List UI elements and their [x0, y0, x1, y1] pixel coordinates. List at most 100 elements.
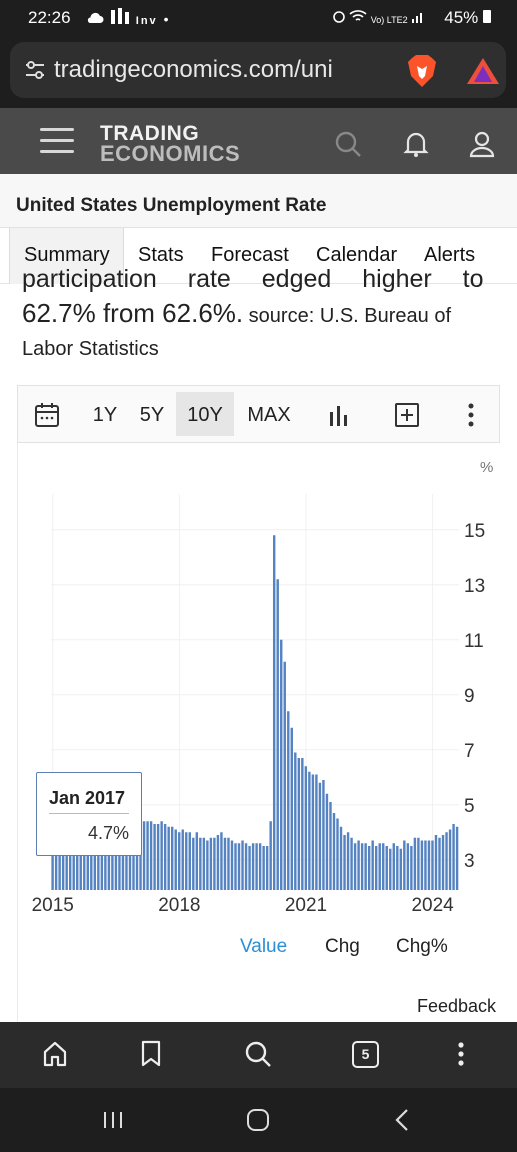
site-header: TRADING ECONOMICS [0, 108, 517, 174]
recents-icon[interactable] [102, 1110, 124, 1130]
chart-bar [346, 832, 350, 890]
bars-icon [110, 8, 129, 24]
chart-bar [301, 758, 304, 890]
home-button-icon[interactable] [246, 1108, 270, 1132]
site-logo[interactable]: TRADING ECONOMICS [100, 123, 241, 166]
tab-stats[interactable]: Stats [138, 244, 184, 266]
article-line2-main: 62.7% from 62.6%. [22, 298, 244, 328]
chart-bar [188, 832, 191, 890]
browser-toolbar: tradingeconomics.com/uni [0, 36, 517, 108]
page-title-bar: United States Unemployment Rate [0, 174, 517, 228]
network-label: Vo) LTE2 [370, 15, 408, 25]
url-text[interactable]: tradingeconomics.com/uni [54, 56, 333, 83]
mode-chg-pct[interactable]: Chg% [396, 936, 448, 957]
tooltip-divider [49, 813, 129, 814]
chart-bar [216, 835, 220, 890]
chart-bar [276, 579, 279, 890]
chart-bar [455, 826, 459, 890]
chart-bar [178, 832, 181, 890]
y-tick-label: 5 [464, 796, 475, 817]
chart-bar [329, 802, 332, 890]
chart-toolbar: 1Y 5Y 10Y MAX [17, 385, 500, 443]
hamburger-menu-icon[interactable] [40, 128, 74, 156]
tab-calendar[interactable]: Calendar [316, 244, 398, 266]
article-text: participation rate edged higher to 62.7%… [22, 268, 500, 368]
signal-icon [412, 13, 422, 23]
inv-label: Inv [135, 15, 158, 27]
range-10y[interactable]: 10Y [176, 392, 234, 436]
user-icon[interactable] [468, 130, 496, 158]
tooltip-date: Jan 2017 [49, 788, 126, 808]
chart-bar [382, 843, 385, 890]
chart-bar [410, 846, 413, 890]
chart-bar [353, 843, 357, 890]
y-tick-label: 9 [464, 686, 475, 707]
chart-bar [336, 818, 339, 890]
brave-rewards-triangle-icon[interactable] [466, 56, 500, 86]
tabs-icon[interactable]: 5 [352, 1041, 379, 1068]
tune-icon[interactable] [24, 60, 46, 80]
y-tick-label: 13 [464, 576, 485, 597]
bookmark-icon[interactable] [140, 1040, 162, 1068]
more-vert-icon[interactable] [456, 1040, 466, 1068]
brave-lion-icon[interactable] [406, 54, 438, 88]
y-unit-label: % [480, 459, 493, 476]
tab-forecast[interactable]: Forecast [211, 244, 289, 266]
x-tick-label: 2018 [158, 895, 200, 916]
chart-bar [441, 835, 445, 890]
wifi-icon [349, 10, 367, 21]
chart-bar [374, 846, 378, 890]
more-vert-icon[interactable] [466, 402, 476, 428]
chart-bar [269, 821, 272, 890]
chart-bar [325, 793, 329, 890]
back-icon[interactable] [394, 1108, 410, 1132]
chart-bar [153, 824, 156, 890]
chart-bar [199, 837, 202, 890]
chart-bar [234, 843, 237, 890]
chart-bar [181, 829, 184, 890]
chart-bar [262, 846, 265, 890]
chart-bar [195, 832, 199, 890]
tab-alerts[interactable]: Alerts [424, 244, 476, 266]
range-1y[interactable]: 1Y [92, 404, 118, 426]
home-icon[interactable] [42, 1040, 68, 1068]
chart-bar [438, 837, 441, 890]
network-indicator: Vo) LTE2 [332, 9, 425, 26]
battery-percent: 45% [444, 8, 479, 27]
chart-bar [163, 824, 167, 890]
chart-bar [170, 826, 174, 890]
chart-bar [445, 832, 448, 890]
search-icon[interactable] [334, 130, 362, 158]
logo-line2: ECONOMICS [100, 141, 241, 166]
chart-bar [160, 821, 163, 890]
system-nav-bar [0, 1088, 517, 1152]
range-max[interactable]: MAX [247, 404, 291, 426]
chart-bar [452, 824, 455, 890]
mode-value[interactable]: Value [240, 936, 288, 957]
tab-summary[interactable]: Summary [9, 228, 124, 284]
chart-bar [371, 840, 374, 890]
range-5y[interactable]: 5Y [139, 404, 165, 426]
chart-bar [350, 837, 353, 890]
chart-bar [294, 752, 297, 890]
bar-chart-icon[interactable] [326, 402, 352, 428]
chart-bar [367, 846, 371, 890]
chart-bar [258, 843, 262, 890]
status-bar: 22:26 Inv • Vo) LTE2 45% [0, 0, 517, 36]
add-box-icon[interactable] [394, 402, 420, 428]
chart-bar [248, 846, 251, 890]
bell-icon[interactable] [402, 130, 430, 158]
chart-bar [332, 813, 336, 890]
status-time: 22:26 [28, 8, 71, 27]
chart-bar [311, 774, 315, 890]
y-tick-label: 7 [464, 741, 475, 762]
chart-bar [392, 843, 395, 890]
calendar-icon[interactable] [34, 402, 60, 428]
mode-chg[interactable]: Chg [325, 936, 360, 957]
chart-bar [406, 843, 410, 890]
search-icon[interactable] [244, 1040, 272, 1068]
address-bar[interactable]: tradingeconomics.com/uni [10, 42, 506, 98]
feedback-link[interactable]: Feedback [417, 996, 497, 1016]
chart-bar [223, 837, 227, 890]
alarm-icon [333, 11, 345, 23]
